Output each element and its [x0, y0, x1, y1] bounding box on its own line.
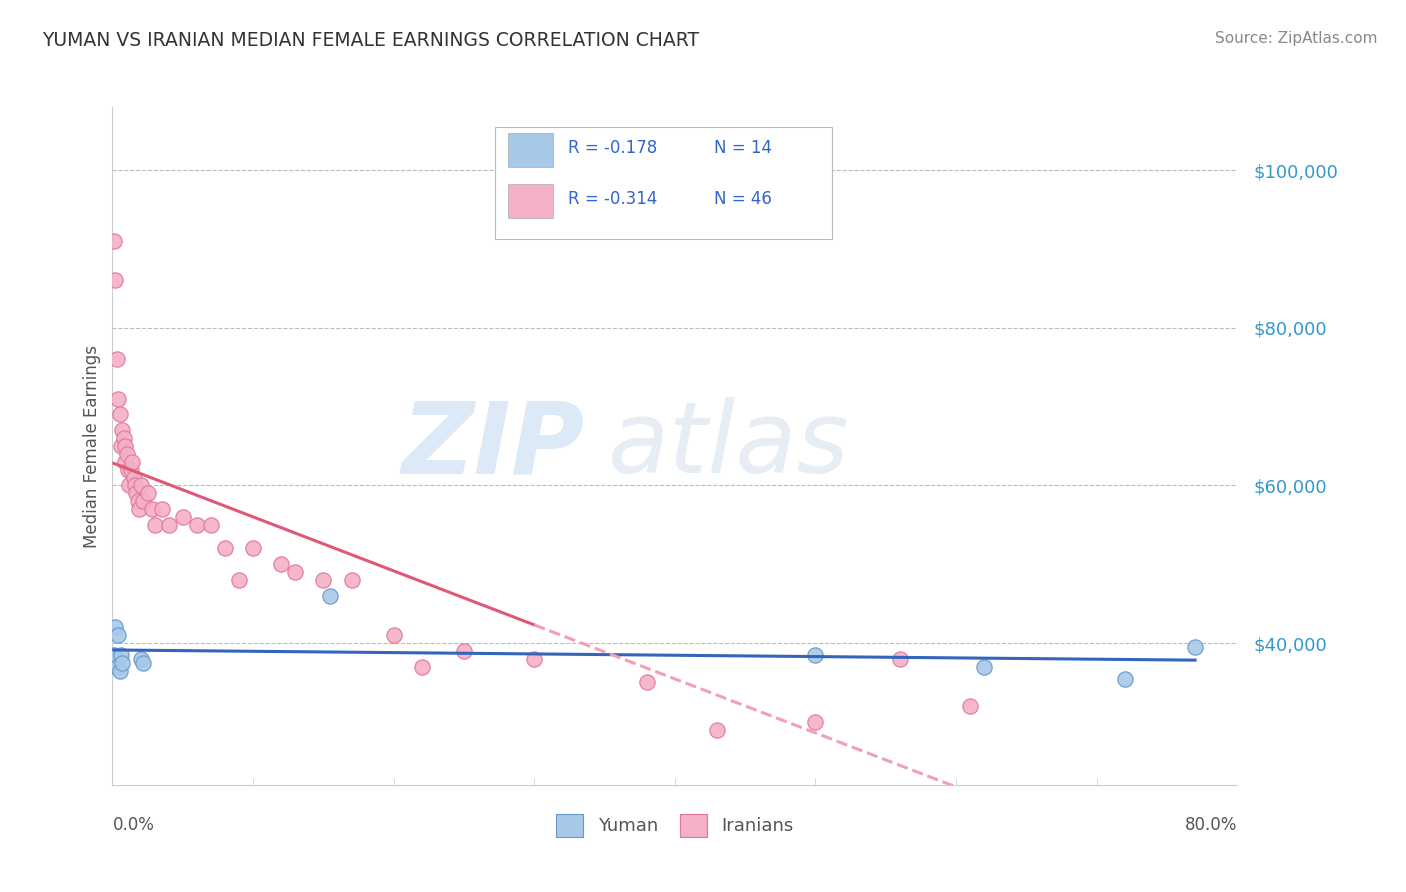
- Point: [127, 494, 149, 508]
- Point: [120, 463, 142, 477]
- Point: [108, 664, 131, 678]
- Point: [128, 502, 150, 516]
- Point: [132, 656, 155, 670]
- Point: [453, 644, 475, 658]
- Point: [104, 620, 127, 634]
- Text: N = 46: N = 46: [714, 190, 772, 208]
- Point: [214, 541, 236, 556]
- Point: [382, 628, 405, 642]
- Point: [1114, 672, 1136, 686]
- Point: [122, 470, 145, 484]
- Point: [150, 502, 173, 516]
- Point: [104, 273, 127, 287]
- Point: [973, 659, 995, 673]
- Point: [141, 502, 163, 516]
- Point: [157, 517, 180, 532]
- Point: [107, 628, 129, 642]
- Point: [117, 463, 139, 477]
- Point: [136, 486, 159, 500]
- Point: [411, 659, 433, 673]
- Point: [706, 723, 728, 737]
- Point: [284, 565, 307, 579]
- Point: [105, 659, 128, 673]
- Point: [172, 510, 194, 524]
- Point: [103, 234, 125, 248]
- Point: [125, 486, 148, 500]
- Point: [112, 431, 135, 445]
- Legend: Yuman, Iranians: Yuman, Iranians: [550, 807, 800, 844]
- Point: [228, 573, 250, 587]
- Point: [115, 447, 138, 461]
- Point: [118, 478, 141, 492]
- Point: [107, 392, 129, 406]
- Point: [523, 652, 546, 666]
- Point: [959, 699, 981, 714]
- Point: [114, 439, 136, 453]
- Point: [319, 589, 342, 603]
- Text: Source: ZipAtlas.com: Source: ZipAtlas.com: [1215, 31, 1378, 46]
- Point: [1184, 640, 1206, 654]
- Point: [804, 714, 827, 729]
- Point: [103, 648, 125, 662]
- Point: [110, 439, 132, 453]
- Point: [804, 648, 827, 662]
- Text: R = -0.178: R = -0.178: [568, 139, 657, 157]
- Point: [312, 573, 335, 587]
- Point: [105, 352, 128, 367]
- Point: [889, 652, 911, 666]
- Text: R = -0.314: R = -0.314: [568, 190, 658, 208]
- Point: [340, 573, 363, 587]
- Text: ZIP: ZIP: [402, 398, 585, 494]
- Point: [129, 652, 152, 666]
- Text: atlas: atlas: [607, 398, 849, 494]
- Point: [114, 455, 136, 469]
- Point: [186, 517, 208, 532]
- Bar: [509, 184, 554, 218]
- Point: [132, 494, 155, 508]
- Point: [242, 541, 264, 556]
- Point: [200, 517, 222, 532]
- Point: [121, 455, 143, 469]
- Point: [129, 478, 152, 492]
- Point: [111, 423, 134, 437]
- Text: YUMAN VS IRANIAN MEDIAN FEMALE EARNINGS CORRELATION CHART: YUMAN VS IRANIAN MEDIAN FEMALE EARNINGS …: [42, 31, 699, 50]
- Point: [111, 656, 134, 670]
- FancyBboxPatch shape: [495, 128, 832, 239]
- Text: 0.0%: 0.0%: [112, 816, 155, 835]
- Point: [143, 517, 166, 532]
- Point: [110, 648, 132, 662]
- Point: [124, 478, 146, 492]
- Text: 80.0%: 80.0%: [1185, 816, 1237, 835]
- Point: [636, 675, 658, 690]
- Bar: [509, 133, 554, 167]
- Text: N = 14: N = 14: [714, 139, 772, 157]
- Point: [108, 408, 131, 422]
- Point: [270, 558, 292, 572]
- Y-axis label: Median Female Earnings: Median Female Earnings: [83, 344, 101, 548]
